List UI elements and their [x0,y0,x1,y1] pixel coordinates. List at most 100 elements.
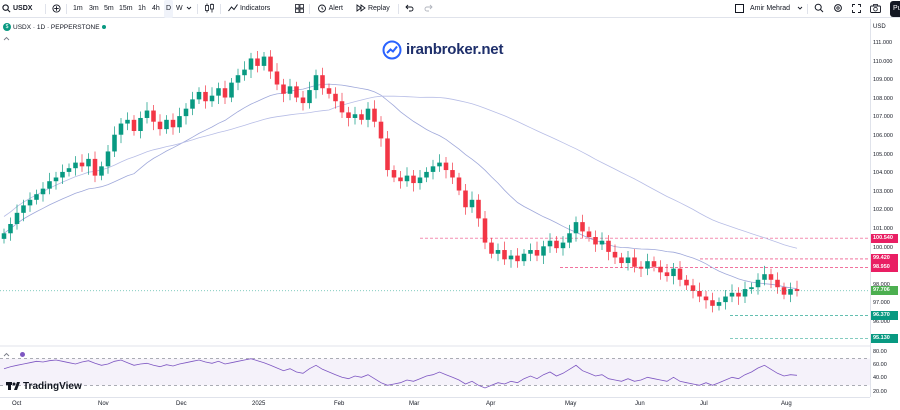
candle-body [287,86,293,94]
fullscreen-button[interactable] [852,0,861,18]
quick-search-button[interactable] [814,0,824,18]
candle-body [86,158,91,167]
divider [197,4,198,14]
candle-body [281,84,286,94]
candle-body [742,289,748,297]
time-axis[interactable] [0,397,870,410]
timeframe-4h[interactable]: 4h [152,5,160,12]
price-level-label[interactable]: 95.130 [871,334,898,344]
price-level-label[interactable]: 99.420 [871,254,898,264]
symbol-label: USDX [13,5,33,12]
timeframe-1h[interactable]: 1h [138,5,146,12]
candle-body [755,279,761,288]
timeframe-1m[interactable]: 1m [73,5,83,12]
snapshot-button[interactable] [870,0,881,18]
candle-body [547,240,553,247]
candle-body [573,222,579,234]
candle-body [261,56,267,66]
candle-body [430,166,436,172]
settings-button[interactable] [833,0,843,18]
candle-body [593,237,598,245]
publish-button[interactable]: Pu [890,1,900,17]
candle-body [326,88,332,94]
tradingview-logo: TradingView [6,381,82,393]
divider [220,4,221,14]
redo-button[interactable] [424,0,433,18]
candle-body [736,292,741,297]
candle-body [177,116,182,128]
candle-body [411,175,416,184]
candle-body [398,177,403,182]
candle-body [144,110,150,118]
price-chart[interactable] [0,19,870,397]
timeframe-15m[interactable]: 15m [119,5,133,12]
candle-body [658,266,663,273]
time-label: Dec [176,401,187,407]
replay-button[interactable]: Replay [356,0,390,18]
chart-type-button[interactable] [204,0,215,18]
candle-body [138,117,143,131]
candle-body [222,88,228,98]
user-dropdown[interactable] [797,0,803,18]
candle-body [112,134,117,152]
collapse-legend-button[interactable] [3,35,10,42]
chevron-up-icon [3,36,10,40]
timeframe-3m[interactable]: 3m [89,5,99,12]
candle-body [300,97,306,104]
timeframe-d[interactable]: D [164,0,174,18]
undo-button[interactable] [405,0,414,18]
candle-body [73,162,78,169]
watermark-text: iranbroker.net [406,40,504,58]
candle-body [359,114,364,120]
chevron-down-icon [186,6,192,10]
timeframe-dropdown[interactable] [186,0,192,18]
price-level-label[interactable]: 98.950 [871,263,898,273]
alert-button[interactable]: Alert [317,0,343,18]
candles-icon [205,3,214,13]
price-tick: 100.000 [873,244,893,251]
user-name: Amir Mehrad [750,5,791,12]
candle-body [372,108,377,122]
candle-body [105,151,111,167]
candle-body [651,261,657,267]
indicators-button[interactable]: Indicators [228,0,270,18]
price-level-label[interactable]: 97.706 [871,286,898,296]
user-menu[interactable]: Amir Mehrad [735,0,790,18]
brand-name: TradingView [23,381,82,392]
undo-icon [405,4,414,12]
candle-body [99,166,104,176]
price-level-label[interactable]: 96.370 [871,311,898,321]
price-tick: 106.000 [873,133,893,140]
candle-body [8,223,13,234]
price-scale[interactable] [870,19,900,397]
time-label: Jun [635,401,645,407]
candle-body [723,296,728,303]
candle-body [307,90,312,104]
candle-body [632,257,637,267]
price-tick: 101.000 [873,226,893,233]
timeframe-w[interactable]: W [176,5,183,12]
symbol-search[interactable]: USDX [2,0,32,18]
candle-body [567,233,572,243]
candle-body [79,162,85,167]
search-icon [2,4,11,13]
layouts-button[interactable] [295,0,304,18]
candle-body [47,181,52,189]
compare-button[interactable] [52,0,61,18]
rsi-pane-controls[interactable] [3,351,25,358]
candle-body [495,250,501,254]
candle-body [196,91,202,100]
candle-body [482,218,488,243]
time-label: Jul [700,401,708,407]
timeframe-5m[interactable]: 5m [104,5,114,12]
candle-body [339,101,345,113]
price-tick: 108.000 [873,95,893,102]
price-tick: 110.000 [873,58,893,65]
candle-body [391,170,397,178]
divider [398,4,399,14]
price-level-label[interactable]: 100.540 [871,233,898,243]
candle-body [164,119,169,130]
symbol-legend[interactable]: $ USDX · 1D · PEPPERSTONE [3,22,106,34]
candle-body [183,108,189,117]
moving-average-slow [3,95,798,249]
